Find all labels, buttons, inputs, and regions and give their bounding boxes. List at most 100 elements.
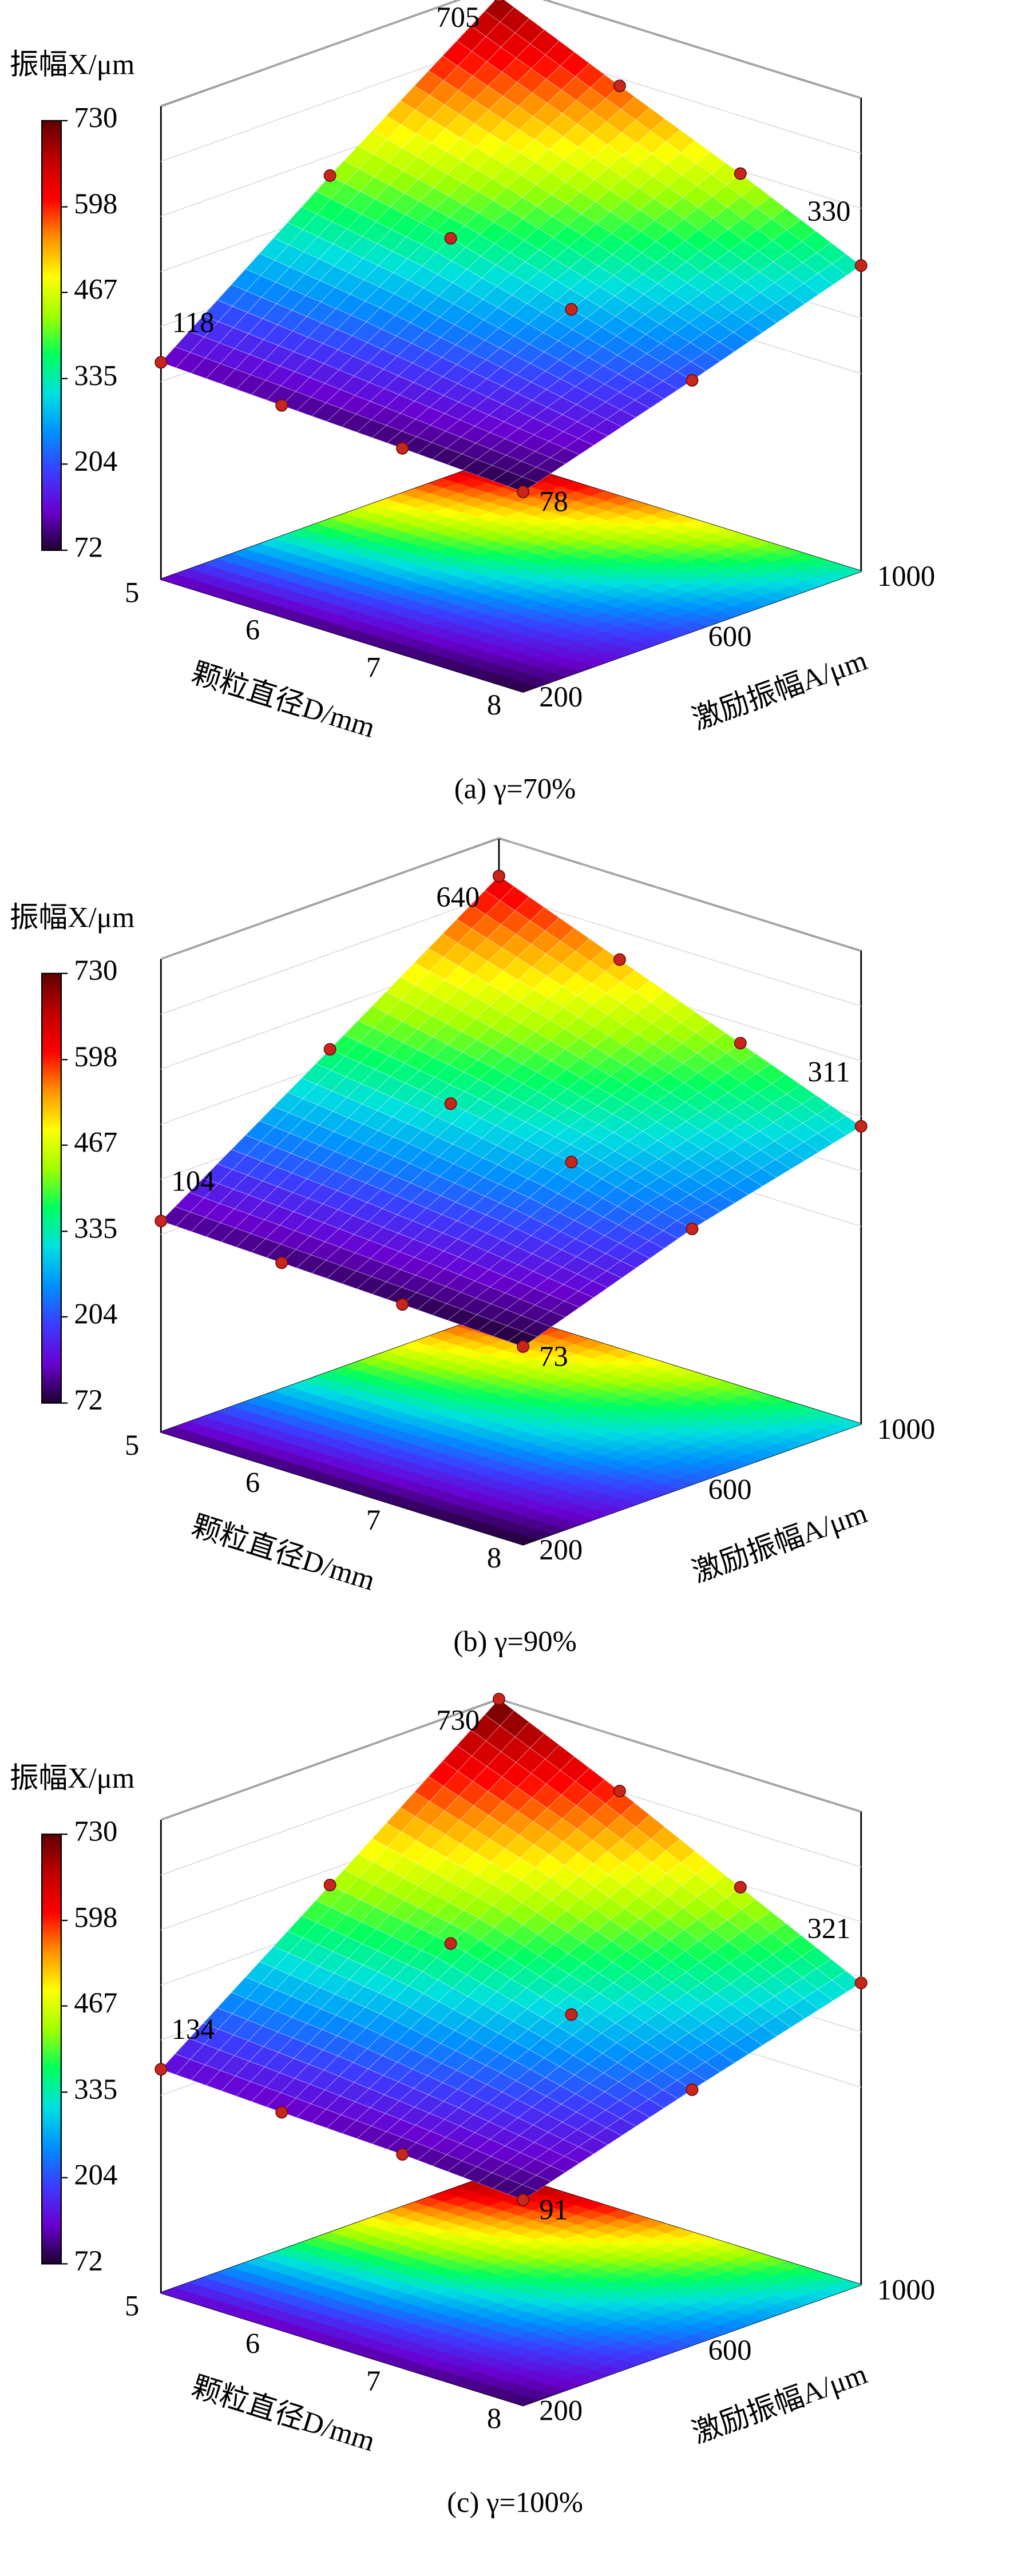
x-axis-label: 颗粒直径D/mm	[188, 657, 379, 744]
surface-patch	[704, 1194, 735, 1212]
surface-patch	[620, 399, 651, 418]
floor-contour	[506, 681, 538, 693]
chart-panel: 134 91 730 321 5 6 7 8 200 600 1000 颗粒直径D/mm 激励振幅A/μ…	[10, 1693, 935, 2518]
y-tick-label: 600	[708, 1473, 752, 1505]
colorbar-tick-label: 467	[74, 273, 117, 305]
colorbar-tick-label: 204	[74, 1298, 117, 1330]
x-tick-label: 7	[366, 2365, 381, 2397]
colorbar-tick-label: 467	[74, 1987, 117, 2019]
data-label: 134	[172, 2013, 215, 2045]
data-point	[275, 399, 288, 412]
y-tick-label: 200	[539, 2395, 583, 2427]
surface-patch	[592, 1271, 623, 1288]
x-tick-label: 7	[366, 1504, 381, 1536]
colorbar-tick-label: 72	[74, 1384, 103, 1416]
chart-title: (a) γ=70%	[454, 772, 576, 804]
data-point	[323, 1879, 336, 1892]
surface-patch	[577, 428, 608, 446]
colorbar-tick-label: 335	[74, 2073, 117, 2105]
surface-patch	[775, 292, 806, 314]
surface-patch	[747, 1168, 778, 1187]
x-tick-label: 6	[245, 2327, 260, 2359]
x-tick-label: 6	[245, 614, 260, 646]
data-label: 311	[808, 1055, 850, 1087]
surface-patch	[789, 283, 819, 304]
chart-panel: 104 73 640 311 5 6 7 8 200 600 1000 颗粒直径D/mm 激励振幅A/μ…	[10, 837, 935, 1657]
x-tick-label: 8	[487, 2403, 501, 2435]
data-point	[686, 1222, 699, 1236]
data-point	[444, 1937, 457, 1950]
data-label: 118	[172, 306, 214, 338]
data-point	[686, 2083, 699, 2096]
colorbar-tick-label: 72	[74, 2245, 103, 2277]
colorbar-tick-label: 730	[74, 1815, 117, 1847]
y-tick-label: 600	[708, 2334, 752, 2366]
surface-patch	[535, 1311, 566, 1328]
floor-contour	[506, 1534, 538, 1545]
floor-contour	[506, 2395, 538, 2406]
surface-patch	[803, 1133, 834, 1153]
data-point	[734, 1037, 747, 1050]
z-axis-label: 振幅X/μm	[10, 1762, 134, 1794]
y-axis-label: 激励振幅A/μm	[688, 1497, 871, 1588]
y-tick-label: 1000	[877, 560, 935, 592]
surface-patch	[760, 1159, 791, 1178]
data-point	[155, 1214, 168, 1228]
data-point	[396, 1298, 409, 1311]
surface-patch	[732, 1176, 763, 1196]
data-point	[275, 1256, 288, 1269]
data-label: 321	[807, 1912, 851, 1944]
data-point	[734, 1880, 747, 1894]
surface-patch	[648, 380, 679, 399]
surface-patch	[521, 1321, 552, 1337]
data-label: 104	[172, 1165, 215, 1197]
surface-patch	[577, 1280, 608, 1298]
data-point	[155, 2063, 168, 2076]
surface-patch	[789, 1141, 819, 1161]
data-point	[854, 1976, 868, 1990]
data-label: 640	[436, 881, 480, 913]
data-label: 73	[539, 1340, 568, 1372]
x-axis-label: 颗粒直径D/mm	[188, 1510, 379, 1597]
x-tick-label: 5	[125, 2290, 139, 2322]
colorbar-tick-label: 598	[74, 1902, 117, 1934]
surface-patch	[634, 1240, 665, 1259]
z-axis-label: 振幅X/μm	[10, 49, 134, 81]
surface-patch	[606, 409, 636, 427]
surface-patch	[732, 322, 763, 343]
x-tick-label: 5	[125, 1429, 139, 1461]
y-tick-label: 1000	[877, 1413, 935, 1445]
data-label: 91	[539, 2194, 568, 2226]
surface-patch	[521, 467, 552, 483]
colorbar	[41, 973, 62, 1404]
data-label: 730	[436, 1704, 480, 1736]
colorbar-tick-label: 72	[74, 531, 103, 563]
colorbar	[41, 1833, 62, 2265]
x-tick-label: 8	[487, 1542, 501, 1574]
data-point	[494, 0, 504, 2]
surface-patch	[775, 1150, 806, 1170]
colorbar-tick-label: 598	[74, 188, 117, 220]
data-point	[396, 2148, 409, 2161]
x-tick-label: 5	[125, 576, 139, 608]
data-point	[734, 167, 747, 180]
surface-patch	[535, 457, 567, 474]
x-axis-label: 颗粒直径D/mm	[188, 2370, 379, 2457]
data-point	[444, 1097, 457, 1110]
y-tick-label: 600	[708, 621, 752, 653]
data-point	[613, 80, 626, 93]
y-axis-label: 激励振幅A/μm	[688, 644, 871, 736]
surface-patch	[803, 273, 834, 295]
z-axis-label: 振幅X/μm	[10, 901, 134, 933]
data-point	[686, 374, 699, 387]
data-point	[517, 2193, 530, 2206]
data-point	[323, 1043, 336, 1056]
x-tick-label: 8	[487, 689, 501, 721]
surface-patch	[549, 1300, 580, 1318]
data-label: 330	[807, 195, 851, 227]
surface-patch	[634, 390, 665, 409]
colorbar-tick-label: 335	[74, 1212, 117, 1244]
surface-patch	[719, 332, 749, 352]
